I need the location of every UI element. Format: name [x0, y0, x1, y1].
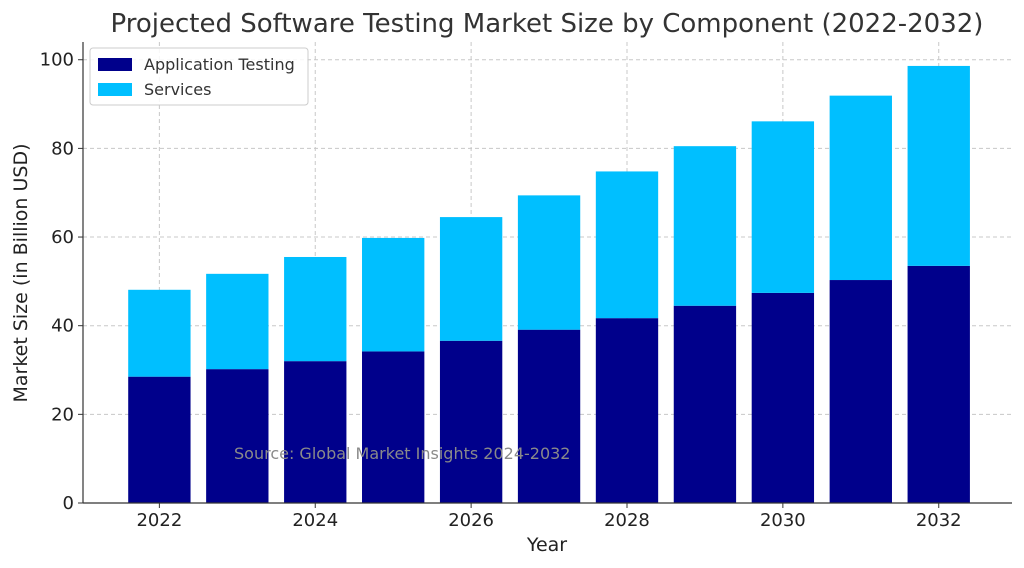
bar-application-testing-2030 — [751, 292, 815, 503]
bar-application-testing-2031 — [829, 280, 892, 503]
bar-application-testing-2026 — [439, 340, 503, 503]
x-axis-label: Year — [526, 534, 567, 556]
bar-application-testing-2028 — [595, 318, 659, 503]
legend-swatch — [98, 58, 132, 71]
y-tick-label: 0 — [63, 493, 74, 514]
bar-application-testing-2025 — [362, 351, 425, 503]
y-tick-label: 80 — [51, 138, 74, 159]
y-tick-label: 100 — [40, 50, 74, 71]
bar-services-2022 — [128, 289, 191, 377]
source-annotation: Source: Global Market Insights 2024-2032 — [234, 444, 570, 463]
bar-services-2023 — [206, 273, 269, 370]
y-tick-label: 60 — [51, 227, 74, 248]
bars — [128, 65, 970, 503]
y-tick-label: 40 — [51, 316, 74, 337]
legend-swatch — [98, 83, 132, 96]
x-tick-label: 2028 — [604, 510, 650, 531]
bar-services-2032 — [907, 65, 970, 266]
bar-services-2030 — [751, 121, 815, 293]
legend-box — [89, 47, 309, 106]
tick-labels: 0 20 40 60 80 100 2022 2024 2026 2028 2030 2032 — [40, 50, 962, 531]
legend-label: Services — [144, 80, 211, 99]
x-tick-label: 2026 — [448, 510, 494, 531]
bar-services-2026 — [439, 217, 503, 341]
y-tick-label: 20 — [51, 404, 74, 425]
bar-services-2028 — [595, 171, 659, 319]
bar-application-testing-2024 — [284, 361, 347, 503]
x-tick-label: 2032 — [916, 510, 962, 531]
y-axis-label: Market Size (in Billion USD) — [10, 143, 32, 402]
bar-services-2024 — [284, 256, 347, 362]
x-tick-label: 2024 — [292, 510, 338, 531]
legend-label: Application Testing — [144, 55, 295, 74]
chart-title: Projected Software Testing Market Size b… — [111, 9, 984, 39]
bar-application-testing-2022 — [128, 376, 191, 503]
x-tick-label: 2022 — [136, 510, 182, 531]
bar-application-testing-2029 — [673, 305, 737, 503]
bar-application-testing-2023 — [206, 369, 269, 503]
bar-services-2031 — [829, 95, 892, 281]
axes — [78, 42, 1012, 508]
bar-services-2027 — [517, 195, 581, 330]
bar-services-2025 — [362, 237, 425, 352]
legend: Application Testing Services — [89, 47, 309, 106]
bar-services-2029 — [673, 146, 737, 306]
bar-application-testing-2027 — [517, 329, 581, 503]
x-tick-label: 2030 — [760, 510, 806, 531]
bar-application-testing-2032 — [907, 265, 970, 503]
